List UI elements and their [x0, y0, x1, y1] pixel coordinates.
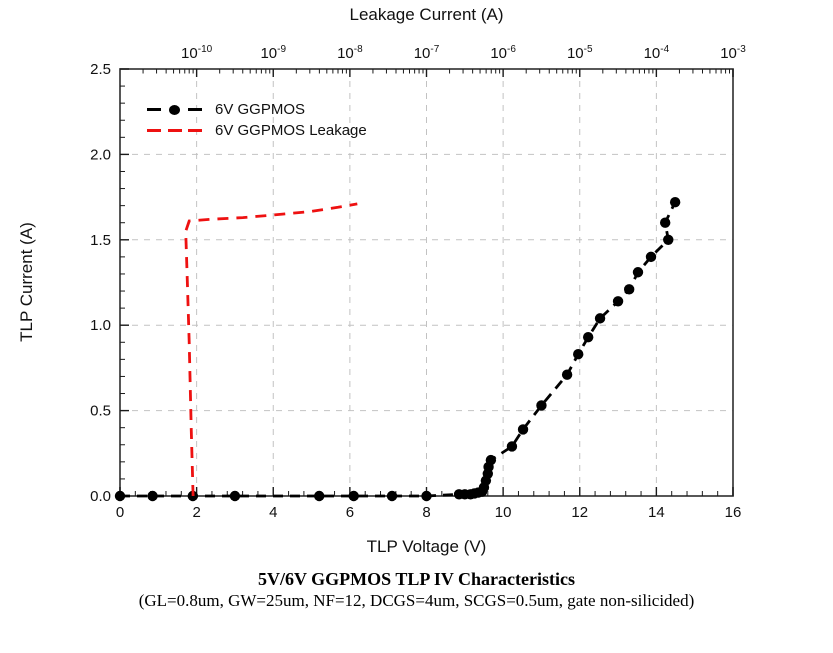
dot-marker-icon: [169, 104, 180, 115]
svg-text:2.5: 2.5: [90, 61, 111, 78]
svg-text:10-5: 10-5: [567, 44, 593, 62]
svg-text:4: 4: [269, 504, 277, 521]
dash-icon: [167, 129, 182, 132]
chart-subtitle: (GL=0.8um, GW=25um, NF=12, DCGS=4um, SCG…: [138, 591, 695, 610]
legend-label: 6V GGPMOS: [215, 101, 306, 118]
bottom-axis-title: TLP Voltage (V): [366, 537, 487, 556]
svg-text:10-7: 10-7: [414, 44, 440, 62]
svg-text:0.5: 0.5: [90, 403, 111, 420]
legend-item-ggpmos: 6V GGPMOS: [147, 99, 367, 120]
legend-label: 6V GGPMOS Leakage: [215, 122, 367, 139]
svg-text:6: 6: [346, 504, 354, 521]
dash-icon: [147, 129, 161, 132]
svg-text:14: 14: [648, 504, 665, 521]
svg-text:2.0: 2.0: [90, 146, 111, 163]
svg-text:10-8: 10-8: [337, 44, 363, 62]
svg-text:10-6: 10-6: [490, 44, 516, 62]
svg-text:0: 0: [116, 504, 124, 521]
dash-icon: [188, 108, 202, 111]
svg-text:0.0: 0.0: [90, 488, 111, 505]
svg-text:10-10: 10-10: [181, 44, 213, 62]
top-axis-title: Leakage Current (A): [349, 5, 504, 24]
legend-sample-red-dashed: [147, 129, 202, 132]
chart-title: 5V/6V GGPMOS TLP IV Characteristics: [258, 569, 575, 589]
dash-icon: [188, 129, 202, 132]
dash-icon: [147, 108, 161, 111]
svg-text:10-3: 10-3: [720, 44, 746, 62]
svg-text:16: 16: [725, 504, 742, 521]
svg-text:10: 10: [495, 504, 512, 521]
legend-item-leakage: 6V GGPMOS Leakage: [147, 120, 367, 141]
legend-sample-black-dash-dot: [147, 104, 202, 115]
svg-text:1.5: 1.5: [90, 232, 111, 249]
svg-text:8: 8: [422, 504, 430, 521]
svg-text:12: 12: [571, 504, 588, 521]
svg-text:10-9: 10-9: [260, 44, 286, 62]
svg-text:2: 2: [192, 504, 200, 521]
svg-text:1.0: 1.0: [90, 317, 111, 334]
svg-text:10-4: 10-4: [644, 44, 670, 62]
legend: 6V GGPMOS 6V GGPMOS Leakage: [147, 99, 367, 141]
left-axis-title: TLP Current (A): [17, 222, 36, 342]
